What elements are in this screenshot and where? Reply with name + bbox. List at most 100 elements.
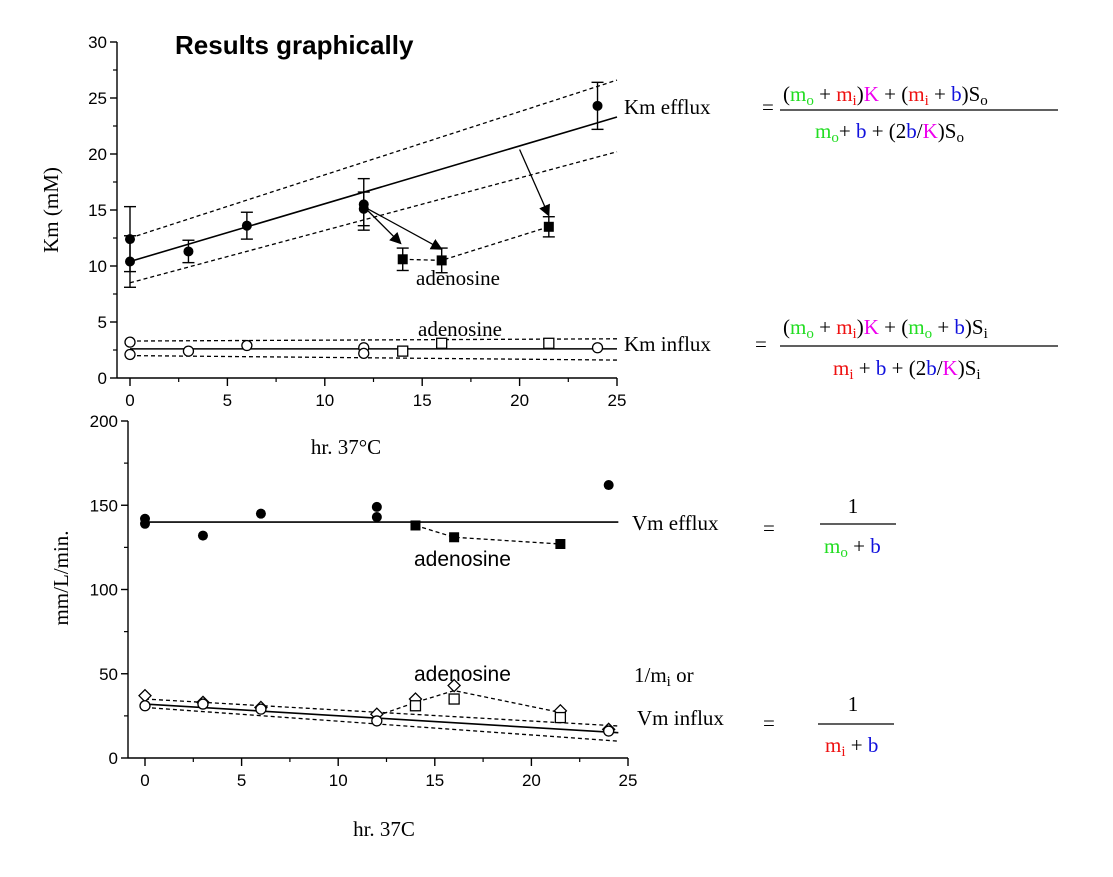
top-y-tick-label: 20 bbox=[88, 145, 107, 164]
top-x-tick-label: 5 bbox=[223, 391, 232, 410]
top-arrow bbox=[363, 206, 402, 245]
bottom-x-tick-label: 5 bbox=[237, 771, 246, 790]
bottom-y-tick-label: 0 bbox=[109, 749, 118, 768]
equals-sign: = bbox=[763, 516, 775, 540]
bottom-influx-diamond-point bbox=[447, 678, 462, 693]
bottom-influx-square-point bbox=[409, 700, 422, 712]
bottom-efflux-control-point bbox=[140, 518, 150, 529]
bottom-x-tick-label: 15 bbox=[425, 771, 444, 790]
km-influx-equation: Km influx = (mo + mi)K + (mo + b)Si mi +… bbox=[624, 315, 1058, 383]
top-influx-control-point bbox=[591, 342, 604, 354]
bottom-adenosine-label-influx: adenosine bbox=[414, 663, 511, 686]
vm-influx-label-line2: Vm influx bbox=[637, 706, 724, 730]
bottom-influx-circle-point bbox=[139, 700, 151, 712]
bottom-x-tick-label: 10 bbox=[329, 771, 348, 790]
top-influx-lower-line bbox=[129, 354, 618, 361]
top-chart-lines bbox=[129, 79, 618, 361]
bottom-influx-square-point bbox=[448, 693, 460, 705]
bottom-influx-upper-line bbox=[144, 698, 619, 727]
top-adenosine-efflux-connector-line bbox=[402, 226, 550, 262]
top-influx-adenosine-point bbox=[436, 337, 448, 349]
bottom-x-axis-label: hr. 37C bbox=[353, 817, 415, 841]
top-influx-control-point bbox=[124, 348, 136, 361]
m-o: mo bbox=[790, 82, 814, 109]
top-efflux-fit-line bbox=[129, 116, 618, 263]
top-influx-control-point bbox=[124, 336, 136, 348]
top-influx-adenosine-point bbox=[397, 345, 409, 357]
km-influx-label: Km influx bbox=[624, 332, 711, 356]
vm-efflux-equation: Vm efflux = 1 mo + b bbox=[632, 494, 896, 561]
top-x-tick-label: 20 bbox=[510, 391, 529, 410]
top-arrow bbox=[363, 206, 443, 250]
top-x-tick-label: 10 bbox=[315, 391, 334, 410]
bottom-influx-circle-point bbox=[255, 703, 267, 715]
top-y-tick-label: 30 bbox=[88, 33, 107, 52]
top-adenosine-label-influx: adenosine bbox=[418, 317, 502, 341]
km-efflux-denominator: mo+ b + (2b/K)So bbox=[815, 119, 964, 146]
top-influx-control-point bbox=[358, 347, 370, 360]
top-efflux-control-point bbox=[241, 220, 252, 231]
top-x-axis-label: hr. 37°C bbox=[311, 435, 381, 459]
bottom-y-tick-label: 100 bbox=[90, 581, 118, 600]
top-efflux-control-point bbox=[183, 246, 194, 257]
bottom-efflux-adenosine-point bbox=[555, 539, 566, 550]
bottom-influx-circle-point bbox=[197, 698, 209, 710]
equals-sign: = bbox=[763, 711, 775, 735]
top-efflux-upper-line bbox=[129, 79, 618, 239]
bottom-adenosine-efflux-connector-line bbox=[415, 524, 561, 545]
vm-efflux-numerator: 1 bbox=[848, 494, 859, 518]
bottom-efflux-adenosine-point bbox=[410, 520, 421, 531]
bottom-efflux-control-point bbox=[371, 501, 382, 512]
top-x-tick-label: 25 bbox=[608, 391, 627, 410]
bottom-influx-diamond-point bbox=[138, 688, 152, 703]
km-influx-numerator: (mo + mi)K + (mo + b)Si bbox=[783, 315, 988, 342]
bottom-x-tick-label: 0 bbox=[140, 771, 149, 790]
bottom-chart-lines bbox=[144, 521, 619, 742]
top-influx-control-point bbox=[241, 339, 253, 352]
m-i: mi bbox=[908, 82, 929, 109]
bottom-influx-adenosine-connector-line bbox=[376, 689, 561, 717]
km-influx-denominator: mi + b + (2b/K)Si bbox=[833, 356, 981, 383]
bottom-x-tick-label: 20 bbox=[522, 771, 541, 790]
top-chart-marks bbox=[124, 81, 604, 361]
top-efflux-adenosine-point bbox=[436, 255, 447, 266]
top-x-tick-label: 0 bbox=[125, 391, 134, 410]
vm-influx-numerator: 1 bbox=[848, 692, 859, 716]
top-y-tick-label: 15 bbox=[88, 201, 107, 220]
bottom-y-tick-label: 50 bbox=[99, 665, 118, 684]
top-efflux-adenosine-point bbox=[543, 221, 554, 232]
b: b bbox=[856, 119, 867, 143]
km-efflux-numerator: (mo + mi)K + (mi + b)So bbox=[783, 82, 988, 109]
equals-sign: = bbox=[762, 95, 774, 119]
top-y-tick-label: 10 bbox=[88, 257, 107, 276]
bottom-influx-circle-point bbox=[371, 715, 383, 727]
m-o: mo bbox=[815, 119, 839, 146]
bottom-efflux-control-point bbox=[371, 512, 382, 523]
top-y-axis-label: Km (mM) bbox=[39, 167, 63, 253]
bottom-chart-axes: 0 50 100 150 200 0 5 10 15 20 25 bbox=[90, 412, 638, 790]
bottom-efflux-control-point bbox=[197, 530, 208, 541]
top-efflux-adenosine-point bbox=[397, 254, 408, 265]
bottom-efflux-control-point bbox=[255, 508, 266, 519]
bottom-efflux-adenosine-point bbox=[449, 532, 460, 543]
vm-influx-denominator: mi + b bbox=[825, 733, 878, 760]
bottom-y-axis-label: mm/L/min. bbox=[49, 530, 73, 625]
top-influx-adenosine-point bbox=[543, 337, 555, 349]
top-efflux-control-point bbox=[125, 256, 135, 267]
slide-title: Results graphically bbox=[175, 30, 414, 60]
top-y-tick-label: 5 bbox=[98, 313, 107, 332]
bottom-influx-lower-line bbox=[144, 706, 619, 742]
top-y-tick-label: 25 bbox=[88, 89, 107, 108]
top-arrow bbox=[519, 149, 550, 217]
b: b bbox=[951, 82, 962, 106]
vm-efflux-label: Vm efflux bbox=[632, 511, 719, 535]
km-efflux-label: Km efflux bbox=[624, 95, 711, 119]
bottom-chart-marks bbox=[138, 480, 616, 737]
m-i: mi bbox=[836, 82, 857, 109]
bottom-efflux-control-point bbox=[603, 480, 614, 491]
vm-influx-equation: 1/mi or Vm influx = 1 mi + b bbox=[634, 663, 894, 760]
bottom-influx-circle-point bbox=[603, 725, 615, 737]
top-efflux-control-point bbox=[592, 100, 603, 111]
